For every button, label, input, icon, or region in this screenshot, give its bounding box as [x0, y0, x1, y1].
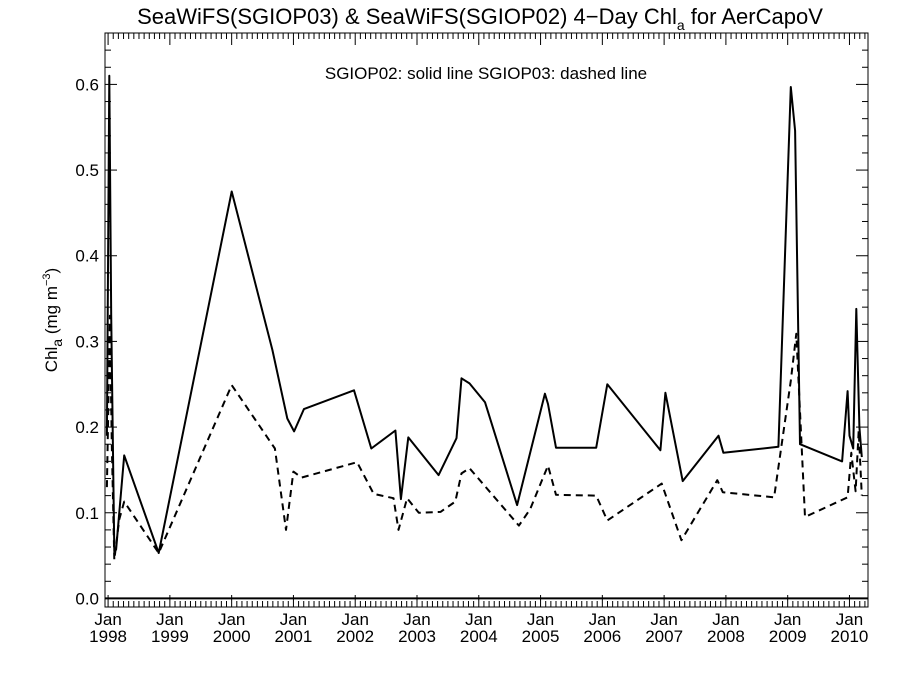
x-tick-label-year: 2001 [275, 627, 313, 646]
x-tick-label-month: Jan [527, 610, 554, 629]
y-tick-label: 0.0 [75, 589, 99, 608]
x-tick-label-month: Jan [218, 610, 245, 629]
series-line-sgiop02 [105, 74, 863, 554]
y-tick-label: 0.2 [75, 418, 99, 437]
y-tick-label: 0.6 [75, 75, 99, 94]
x-tick-label-year: 1999 [151, 627, 189, 646]
x-tick-label-month: Jan [589, 610, 616, 629]
x-tick-label-month: Jan [94, 610, 121, 629]
plot-frame [104, 32, 869, 608]
x-axis-ticks: Jan1998Jan1999Jan2000Jan2001Jan2002Jan20… [89, 33, 868, 646]
y-tick-label: 0.1 [75, 504, 99, 523]
x-tick-label-month: Jan [280, 610, 307, 629]
x-tick-label-month: Jan [836, 610, 863, 629]
y-axis-label-main: Chl [42, 347, 61, 373]
chart-title-subscript: a [677, 17, 685, 33]
x-tick-label-year: 2004 [460, 627, 498, 646]
x-tick-label-month: Jan [342, 610, 369, 629]
series-layer [105, 74, 863, 561]
x-tick-label-year: 2009 [769, 627, 807, 646]
x-tick-label-month: Jan [403, 610, 430, 629]
y-axis-label-close: ) [42, 268, 61, 274]
x-tick-label-year: 2006 [583, 627, 621, 646]
legend-annotation: SGIOP02: solid line SGIOP03: dashed line [325, 64, 647, 83]
y-tick-label: 0.4 [75, 247, 99, 266]
x-tick-label-month: Jan [712, 610, 739, 629]
x-tick-label-month: Jan [774, 610, 801, 629]
x-tick-label-month: Jan [465, 610, 492, 629]
x-tick-label-year: 2010 [831, 627, 869, 646]
y-axis-label-unit: (mg m [42, 286, 61, 339]
x-tick-label-year: 2003 [398, 627, 436, 646]
y-tick-label: 0.5 [75, 161, 99, 180]
chart-title-suffix: for AerCapoV [685, 4, 824, 29]
x-tick-label-year: 2008 [707, 627, 745, 646]
chart-title-prefix: SeaWiFS(SGIOP03) & SeaWiFS(SGIOP02) 4−Da… [137, 4, 677, 29]
x-tick-label-year: 1998 [89, 627, 127, 646]
y-axis-label: Chla (mg m−3) [41, 268, 65, 372]
x-tick-label-month: Jan [650, 610, 677, 629]
x-tick-label-year: 2007 [645, 627, 683, 646]
x-tick-label-year: 2005 [522, 627, 560, 646]
series-line-sgiop03 [105, 314, 863, 561]
y-axis-label-subscript: a [49, 339, 65, 347]
y-axis-ticks: 0.0 0.1 0.2 0.3 0.4 0.5 0.6 [75, 49, 868, 608]
x-tick-label-month: Jan [156, 610, 183, 629]
x-tick-label-year: 2002 [336, 627, 374, 646]
y-tick-label: 0.3 [75, 332, 99, 351]
y-axis-label-superscript: −3 [41, 273, 53, 286]
chart-title: SeaWiFS(SGIOP03) & SeaWiFS(SGIOP02) 4−Da… [137, 4, 823, 33]
x-tick-label-year: 2000 [213, 627, 251, 646]
